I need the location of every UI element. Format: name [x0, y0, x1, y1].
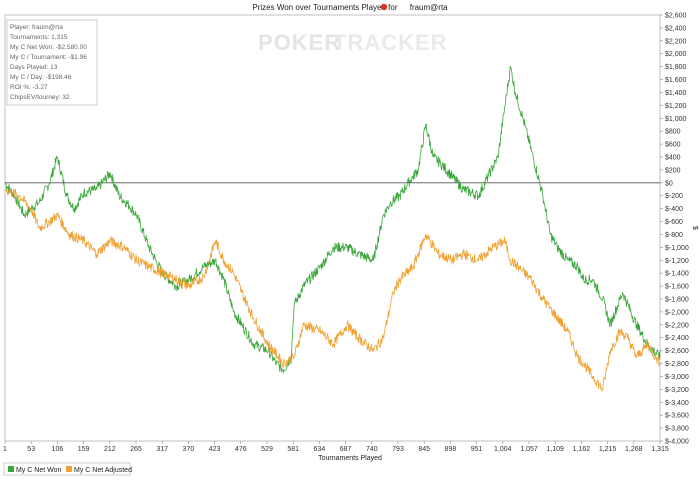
- player-icon: [380, 3, 388, 11]
- stats-box: Player: fraum@rta Tournaments: 1,315 My C …: [6, 19, 98, 106]
- chart-title: Prizes Won over Tournaments Played for f…: [252, 3, 448, 12]
- x-axis-title: Tournaments Played: [318, 455, 382, 462]
- y-tick-label: $-400: [665, 206, 683, 213]
- y-tick-label: $-1,800: [665, 297, 689, 304]
- x-tick-label: 476: [235, 446, 247, 453]
- x-tick-label: 1,109: [546, 446, 564, 453]
- x-tick-label: 265: [130, 446, 142, 453]
- chart-title-text: Prizes Won over Tournaments Played for: [252, 3, 397, 12]
- y-axis-title: $: [691, 226, 698, 230]
- y-tick-label: $0: [665, 180, 673, 187]
- x-tick-label: 212: [104, 446, 116, 453]
- stats-line: My C Net Won: -$2,580.00: [10, 44, 87, 51]
- x-tick-label: 317: [156, 446, 168, 453]
- y-tick-label: $800: [665, 129, 681, 136]
- legend: My C Net Won My C Net Adjusted: [3, 462, 132, 476]
- x-tick-label: 687: [340, 446, 352, 453]
- y-tick-label: $-1,600: [665, 284, 689, 291]
- y-axis: $2,600 $2,400 $2,200 $2,000 $1,800 $1,600 $1,4…: [660, 13, 689, 446]
- x-tick-label: 423: [209, 446, 221, 453]
- stats-line: Days Played: 13: [10, 64, 58, 71]
- y-tick-label: $-2,000: [665, 309, 689, 316]
- legend-label-net-won: My C Net Won: [16, 467, 61, 474]
- y-tick-label: $-3,600: [665, 413, 689, 420]
- stats-line: My C / Tournament: -$1.96: [10, 54, 87, 61]
- stats-line: My C / Day: -$198.46: [10, 74, 72, 81]
- watermark-tracker: TRACKER: [333, 30, 448, 55]
- y-tick-label: $200: [665, 167, 681, 174]
- y-tick-label: $-800: [665, 232, 683, 239]
- y-tick-label: $2,400: [665, 25, 687, 32]
- y-tick-label: $1,800: [665, 64, 687, 71]
- stats-line: Player: fraum@rta: [10, 24, 63, 31]
- x-tick-label: 951: [471, 446, 483, 453]
- y-tick-label: $2,000: [665, 51, 687, 58]
- stats-line: ROI %: -3.27: [10, 84, 48, 91]
- y-tick-label: $1,400: [665, 90, 687, 97]
- series-net-adjusted-line: [4, 188, 661, 392]
- x-tick-label: 1: [3, 446, 7, 453]
- y-tick-label: $-1,000: [665, 245, 689, 252]
- legend-label-net-adjusted: My C Net Adjusted: [74, 467, 132, 474]
- y-tick-label: $-2,200: [665, 322, 689, 329]
- x-tick-label: 634: [314, 446, 326, 453]
- stats-line: Tournaments: 1,315: [10, 34, 68, 41]
- x-tick-label: 1,004: [494, 446, 512, 453]
- y-tick-label: $-3,200: [665, 387, 689, 394]
- y-tick-label: $-3,800: [665, 426, 689, 433]
- y-tick-label: $1,000: [665, 116, 687, 123]
- watermark: POKER TRACKER: [258, 30, 448, 55]
- y-tick-label: $-600: [665, 219, 683, 226]
- y-tick-label: $600: [665, 142, 681, 149]
- x-tick-label: 845: [418, 446, 430, 453]
- legend-swatch-net-won: [8, 466, 14, 472]
- x-tick-label: 1,315: [651, 446, 669, 453]
- stats-line: ChipsEV/tourney: 32: [10, 94, 70, 101]
- x-tick-label: 740: [366, 446, 378, 453]
- x-tick-label: 898: [445, 446, 457, 453]
- y-tick-label: $-1,200: [665, 258, 689, 265]
- plot-frame: [4, 14, 661, 442]
- x-tick-label: 1,215: [599, 446, 617, 453]
- series-net-won-line: [4, 66, 661, 374]
- y-tick-label: $-2,800: [665, 361, 689, 368]
- x-tick-label: 529: [261, 446, 273, 453]
- x-tick-label: 1,268: [625, 446, 643, 453]
- y-tick-label: $-2,600: [665, 348, 689, 355]
- watermark-poker: POKER: [258, 30, 341, 55]
- y-tick-label: $400: [665, 155, 681, 162]
- legend-swatch-net-adjusted: [66, 466, 72, 472]
- x-tick-label: 581: [287, 446, 299, 453]
- x-tick-label: 1,162: [573, 446, 591, 453]
- x-tick-label: 106: [52, 446, 64, 453]
- x-axis: 1 53 106 159 212 265 317 370 423 476 529 581 634 687 7…: [3, 441, 669, 453]
- series-layer: [4, 66, 661, 392]
- x-tick-label: 793: [392, 446, 404, 453]
- y-tick-label: $-3,000: [665, 374, 689, 381]
- y-tick-label: $-3,400: [665, 400, 689, 407]
- x-tick-label: 159: [78, 446, 90, 453]
- y-tick-label: $-4,000: [665, 439, 689, 446]
- y-tick-label: $2,600: [665, 13, 687, 20]
- x-tick-label: 1,057: [520, 446, 538, 453]
- y-tick-label: $-200: [665, 193, 683, 200]
- y-tick-label: $1,200: [665, 103, 687, 110]
- y-tick-label: $1,600: [665, 77, 687, 84]
- y-tick-label: $-1,400: [665, 271, 689, 278]
- x-tick-label: 370: [183, 446, 195, 453]
- stats-box-frame: [6, 19, 98, 106]
- x-tick-label: 53: [27, 446, 35, 453]
- y-tick-label: $2,200: [665, 38, 687, 45]
- y-tick-label: $-2,400: [665, 335, 689, 342]
- player-name: fraum@rta: [410, 3, 448, 12]
